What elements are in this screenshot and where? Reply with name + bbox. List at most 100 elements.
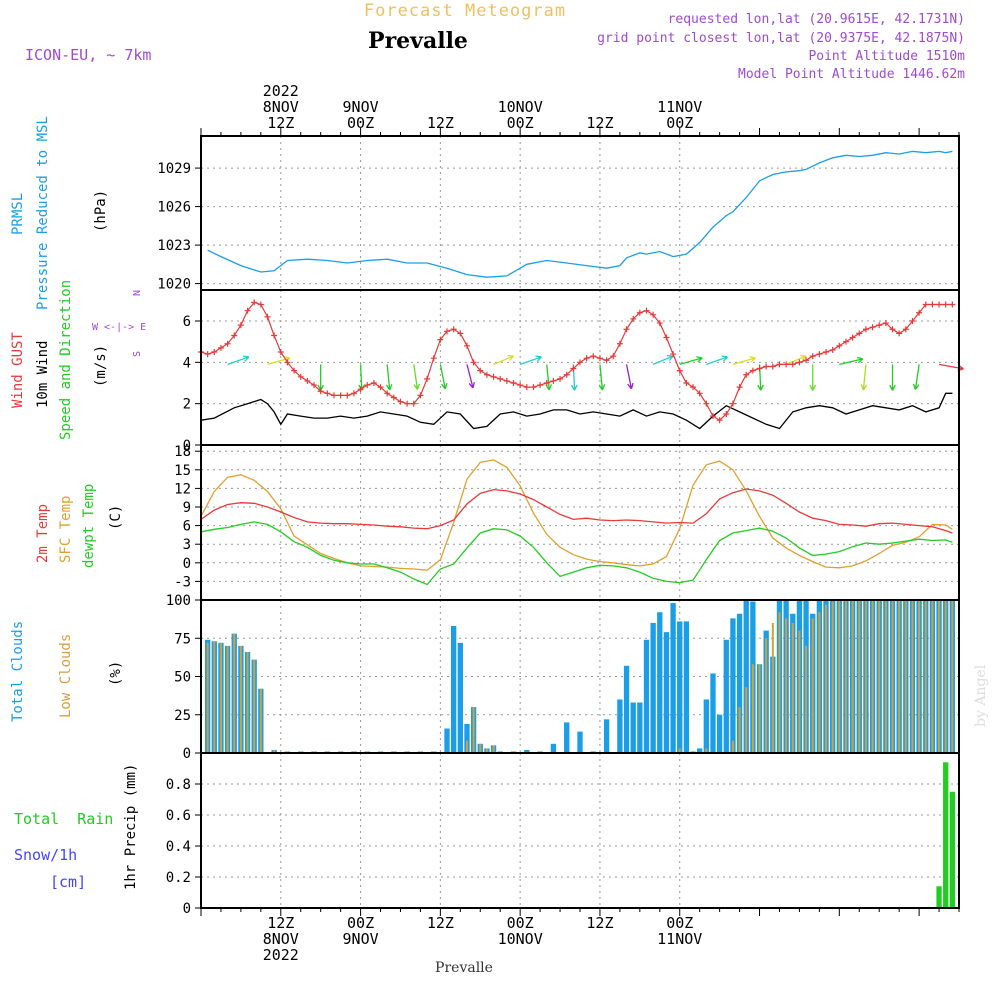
gust-marker [457,330,464,337]
gust-marker [836,342,843,349]
y-tick-label: 3 [183,537,191,553]
clouds-panel: 0 25 50 75 100 Total Clouds Low Clouds (%) b… [10,593,989,762]
low-cloud-bar [938,600,941,753]
snow-label: Snow/1h [14,846,77,864]
gust-marker [630,315,637,322]
total-cloud-bar [677,621,683,753]
gust-marker [510,380,517,386]
gust-marker [330,392,337,399]
gust-marker [550,377,557,384]
low-cloud-bar [904,600,907,753]
low-cloud-bar [731,740,734,753]
top-time-label: 00Z [666,114,693,132]
rain-bar [943,762,949,908]
y-tick-label: 12 [174,481,191,497]
total-cloud-bar [577,731,583,753]
gust-marker [297,373,304,380]
gust-marker [284,359,291,366]
gust-marker [271,332,278,339]
total-cloud-bar [444,728,450,753]
gust-marker [816,351,823,358]
gust-marker [603,357,610,364]
dew-label: dewpt Temp [81,484,97,568]
gust-marker [849,334,856,341]
gust-marker [949,301,956,308]
total-cloud-bar [710,673,716,753]
gust-marker [530,384,537,391]
gust-marker [723,411,730,417]
y-tick-label: 1023 [157,238,191,254]
snow-unit-label: [cm] [50,873,86,891]
point-altitude: Point Altitude 1510m [808,49,965,64]
wind-arrow [227,355,250,366]
top-time-label: 12Z [267,114,294,132]
gust-marker [716,417,723,424]
gust-marker [563,371,570,378]
pressure-panel: 1020 1023 1026 1029 PRMSL Pressure Reduced … [10,116,959,310]
wind-gust-markers [198,299,956,424]
sfc-temp-line [200,459,953,571]
low-cloud-bar [273,749,276,753]
gust-marker [543,380,550,386]
gust-marker [397,398,404,405]
gust-marker [902,326,909,333]
low-cloud-bar [206,642,209,753]
low-cloud-bar [778,612,781,753]
sfc-label: SFC Temp [58,496,74,563]
y-tick-label: -3 [174,574,191,590]
gust-marker [636,309,643,316]
gust-marker [304,377,311,384]
gust-marker [337,392,344,399]
gust-marker [889,326,896,333]
gust-marker [410,400,417,407]
precip-gridlines [201,783,959,878]
gust-marker [204,351,211,358]
low-cloud-bar [765,638,768,753]
gust-marker [537,382,544,389]
total-cloud-bar [683,621,690,753]
low-cloud-bar [219,642,222,753]
gust-marker [470,359,477,366]
bottom-time-label: 10NOV [498,930,543,948]
temp-unit: (C) [108,505,124,530]
low-cloud-bar [864,600,867,753]
panel-frames [200,135,960,909]
pressure-label: PRMSL [10,193,26,235]
y-tick-label: 0 [183,746,191,762]
gust-marker [796,359,803,366]
y-tick-label: 15 [174,463,191,479]
low-cloud-bar [878,600,881,753]
low-cloud-bar [246,652,249,753]
footer-station: Prevalle [435,960,493,976]
low-cloud-bar [678,748,681,753]
precip-unit: 1hr Precip (mm) [123,764,139,890]
total-clouds-label: Total Clouds [10,621,26,722]
top-time-label: 11NOV [657,98,702,116]
station-title: Prevalle [368,28,468,54]
t2m-line [200,488,953,534]
rain-bar [949,791,956,908]
pressure-line [207,150,953,278]
low-cloud-bar [492,745,495,753]
low-cloud-bar [771,622,774,753]
low-cloud-bar [798,630,801,753]
wind-arrow [679,356,703,366]
gust-label: Wind GUST [10,332,26,408]
low-cloud-bar [871,600,874,753]
pressure-sublabel: Pressure Reduced to MSL [35,116,51,310]
bottom-time-label: 12Z [427,914,454,932]
total-cloud-bar [457,642,463,753]
wind-arrow [625,364,634,390]
gust-marker [490,373,497,380]
wind-arrow [385,364,393,391]
total-cloud-bar [650,622,656,753]
gust-marker [696,390,703,397]
gust-marker [869,324,876,331]
gust-marker [497,375,504,382]
y-tick-label: 2 [183,397,191,413]
y-tick-label: 0 [183,901,191,917]
bottom-time-label: 12Z [586,914,613,932]
gust-marker [876,322,883,329]
compass-north: N [132,290,143,296]
